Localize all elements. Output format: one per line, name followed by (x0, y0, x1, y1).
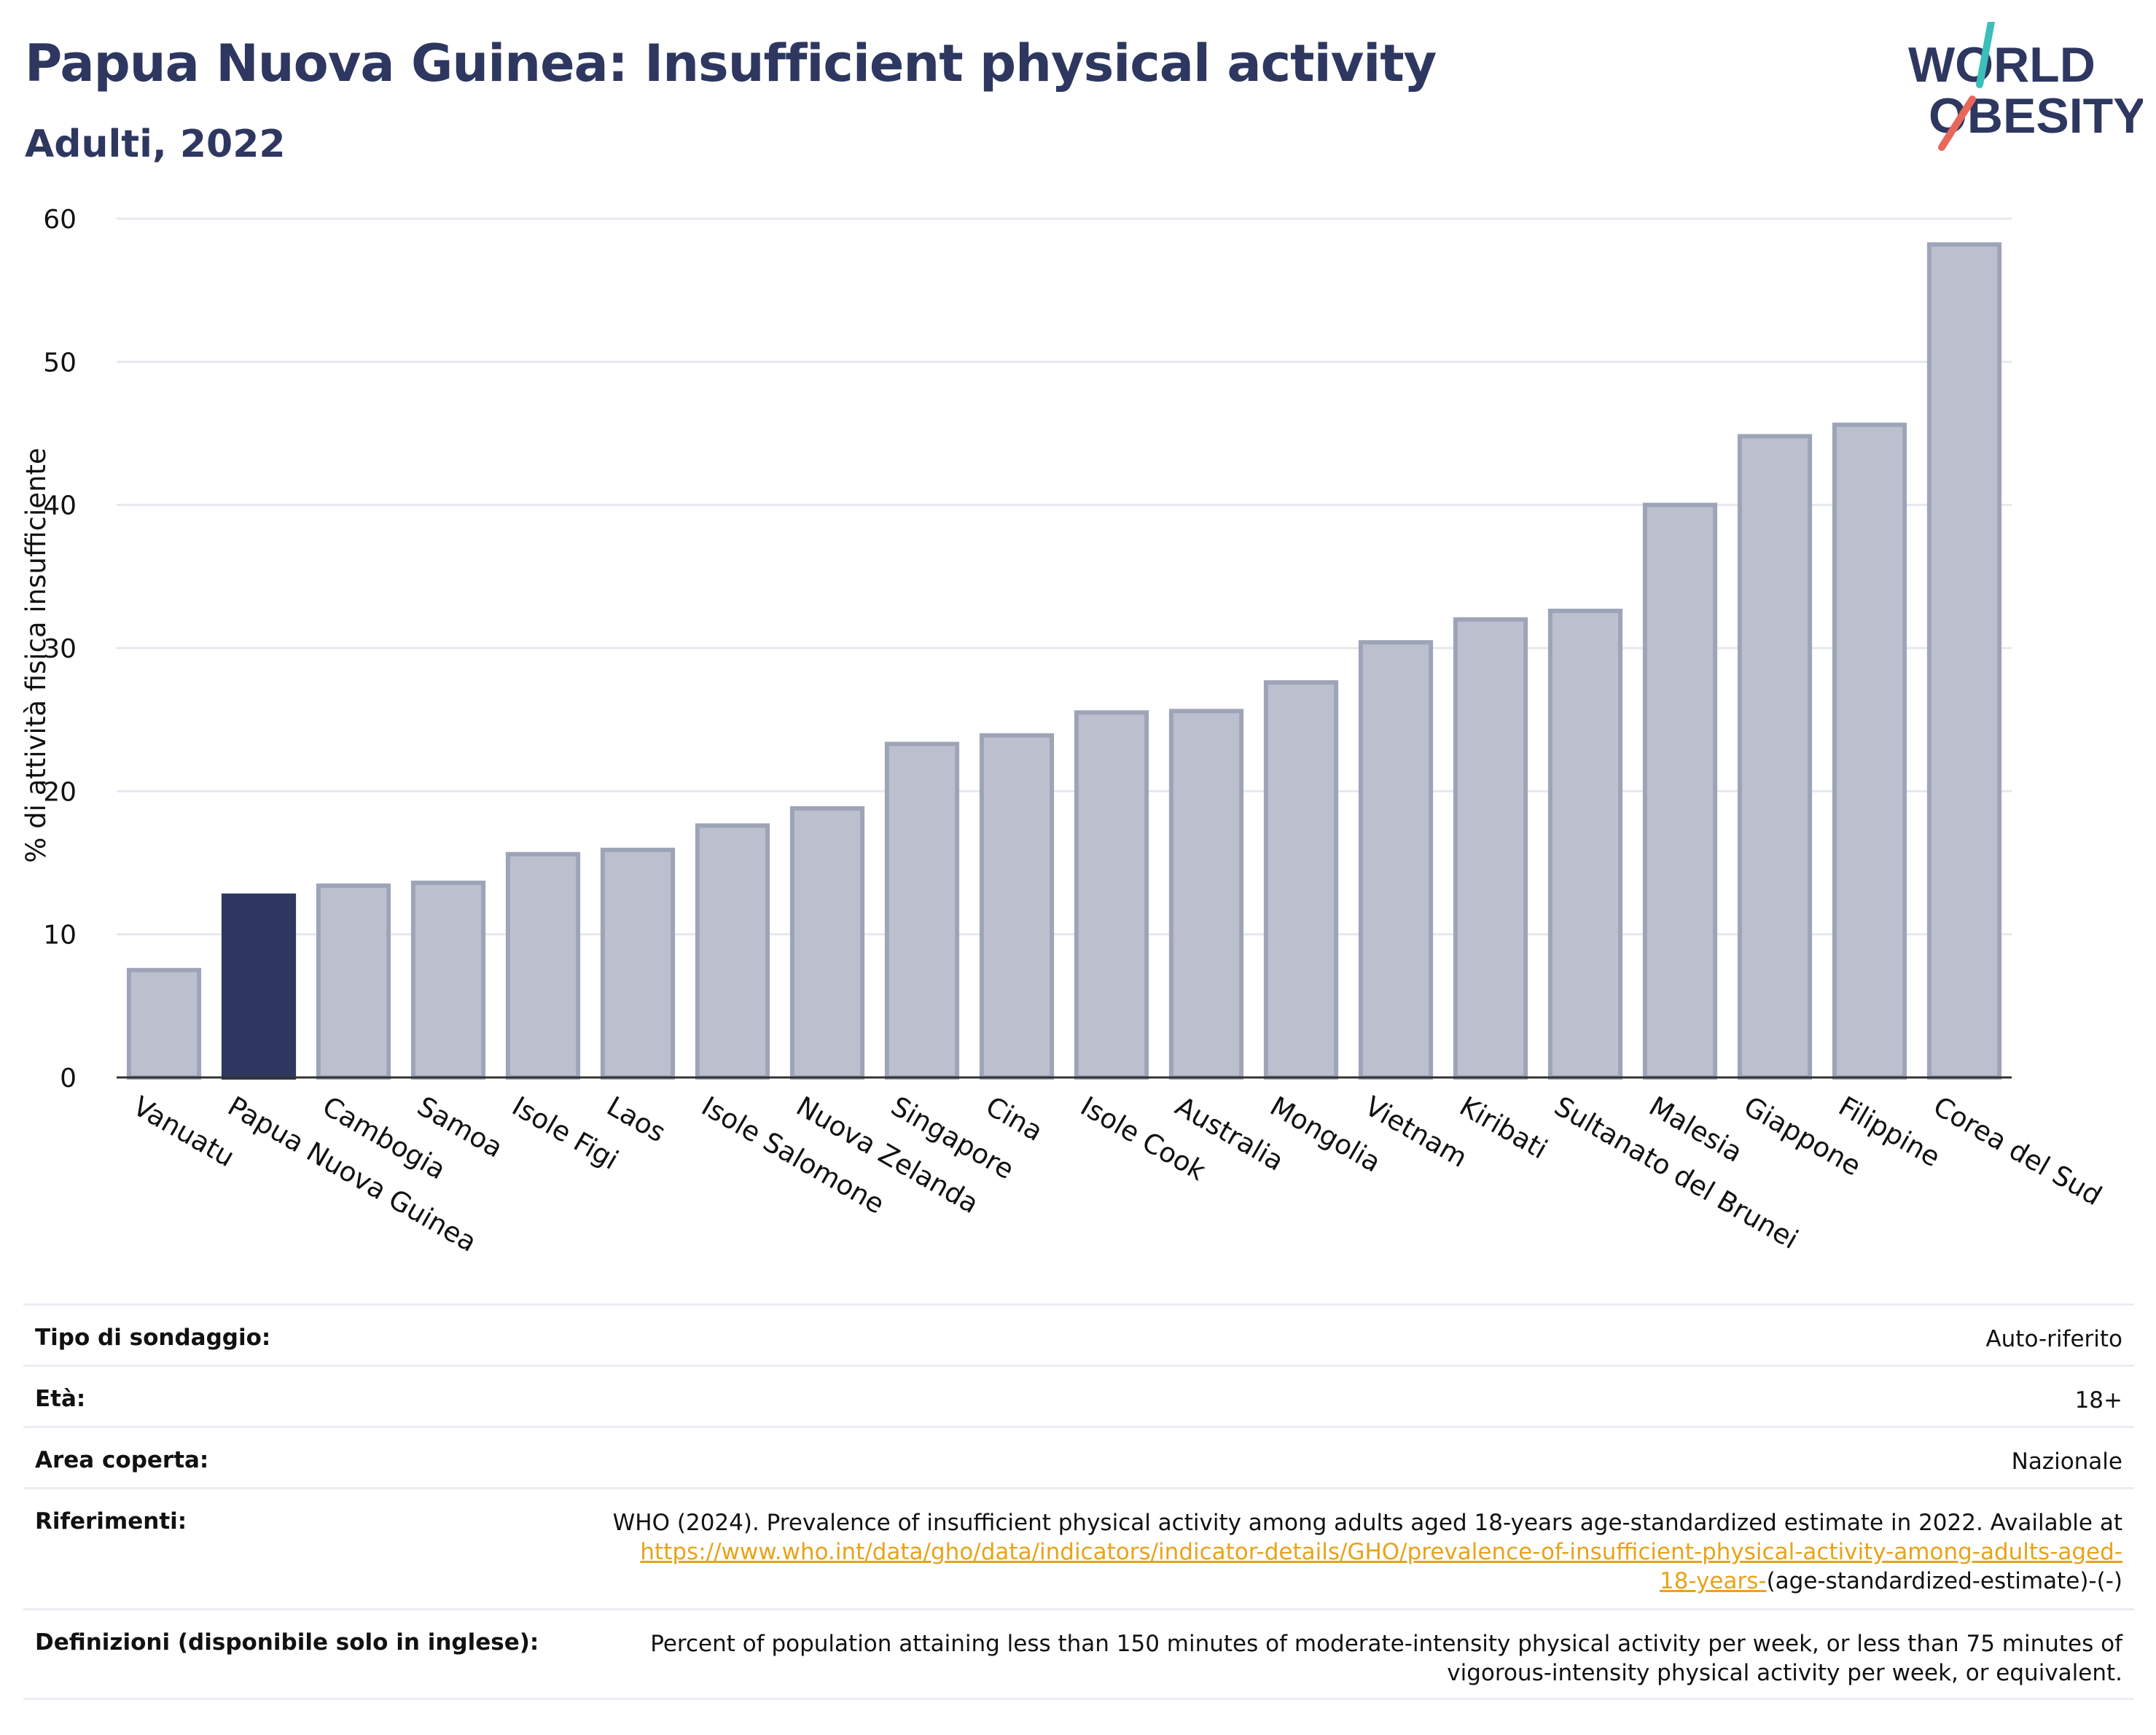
meta-row-age: Età: 18+ (23, 1365, 2134, 1426)
meta-value: WHO (2024). Prevalence of insufficient p… (613, 1508, 2122, 1608)
meta-row-coverage: Area coperta: Nazionale (23, 1426, 2134, 1487)
meta-label: Riferimenti: (35, 1508, 187, 1535)
meta-label: Area coperta: (35, 1447, 209, 1473)
x-tick-label: Kiribati (1454, 1091, 1552, 1166)
meta-row-definitions: Definizioni (disponibile solo in inglese… (23, 1608, 2134, 1700)
x-tick-label: Laos (601, 1091, 671, 1149)
definition-line: Percent of population attaining less tha… (650, 1631, 2122, 1657)
bar (505, 851, 581, 1080)
bar (221, 893, 297, 1080)
y-tick-label: 40 (43, 491, 77, 521)
y-tick-label: 50 (43, 348, 77, 378)
chart-subtitle: Adulti, 2022 (25, 122, 286, 166)
definition-line: vigorous-intensity physical activity per… (1447, 1660, 2122, 1686)
bar (126, 967, 202, 1080)
x-tick-label: Corea del Sud (1928, 1091, 2107, 1212)
bar (1926, 242, 2002, 1080)
logo-slash-top (1976, 22, 1995, 88)
reference-suffix: (age-standardized-estimate)-(-) (1766, 1568, 2122, 1594)
world-obesity-logo: WORLD OBESITY (1908, 22, 2143, 151)
x-tick-label: Isole Figi (507, 1091, 623, 1176)
meta-value: Auto-riferito (1985, 1326, 2122, 1352)
bar (1547, 608, 1623, 1080)
bar (1737, 434, 1813, 1080)
y-axis-label: % di attività fisica insufficiente (20, 448, 52, 863)
bar (1453, 617, 1528, 1080)
bar (1263, 680, 1339, 1080)
bar (1642, 502, 1718, 1080)
bar (1358, 640, 1434, 1080)
y-axis-ticks: 0 10 20 30 40 50 60 (43, 205, 77, 1093)
meta-value: Percent of population attaining less tha… (650, 1629, 2122, 1698)
chart-title: Papua Nuova Guinea: Insufficient physica… (25, 34, 1437, 93)
bar (1074, 710, 1149, 1080)
meta-row-survey-type: Tipo di sondaggio: Auto-riferito (23, 1303, 2134, 1365)
bar (789, 806, 865, 1080)
y-tick-label: 10 (43, 921, 77, 951)
y-tick-label: 20 (43, 777, 77, 807)
metadata-table: Tipo di sondaggio: Auto-riferito Età: 18… (23, 1303, 2134, 1700)
bars (126, 242, 2002, 1080)
meta-value: Nazionale (2011, 1449, 2122, 1475)
bar (1832, 422, 1907, 1080)
bar (1168, 709, 1244, 1080)
meta-label: Età: (35, 1386, 86, 1412)
reference-text: WHO (2024). Prevalence of insufficient p… (612, 1510, 2122, 1536)
bar (884, 741, 960, 1080)
y-tick-label: 30 (43, 634, 77, 664)
bar (600, 847, 676, 1080)
meta-label: Definizioni (disponibile solo in inglese… (35, 1629, 539, 1656)
x-tick-label: Cina (980, 1091, 1048, 1147)
y-tick-label: 0 (60, 1064, 77, 1093)
logo-text-world: WORLD (1908, 37, 2096, 93)
meta-row-references: Riferimenti: WHO (2024). Prevalence of i… (23, 1487, 2134, 1608)
bar (410, 880, 486, 1080)
gridlines (117, 217, 2012, 936)
logo-slash-bottom (1938, 95, 1976, 151)
x-tick-label: Vanuatu (128, 1091, 240, 1174)
bar (316, 883, 391, 1080)
y-tick-label: 60 (43, 205, 77, 235)
bar (695, 823, 770, 1080)
reference-link[interactable]: https://www.who.int/data/gho/data/indica… (640, 1539, 2122, 1565)
meta-label: Tipo di sondaggio: (35, 1325, 271, 1351)
bar (979, 733, 1055, 1080)
meta-value: 18+ (2074, 1387, 2122, 1414)
reference-link-continued[interactable]: 18-years- (1659, 1568, 1767, 1594)
